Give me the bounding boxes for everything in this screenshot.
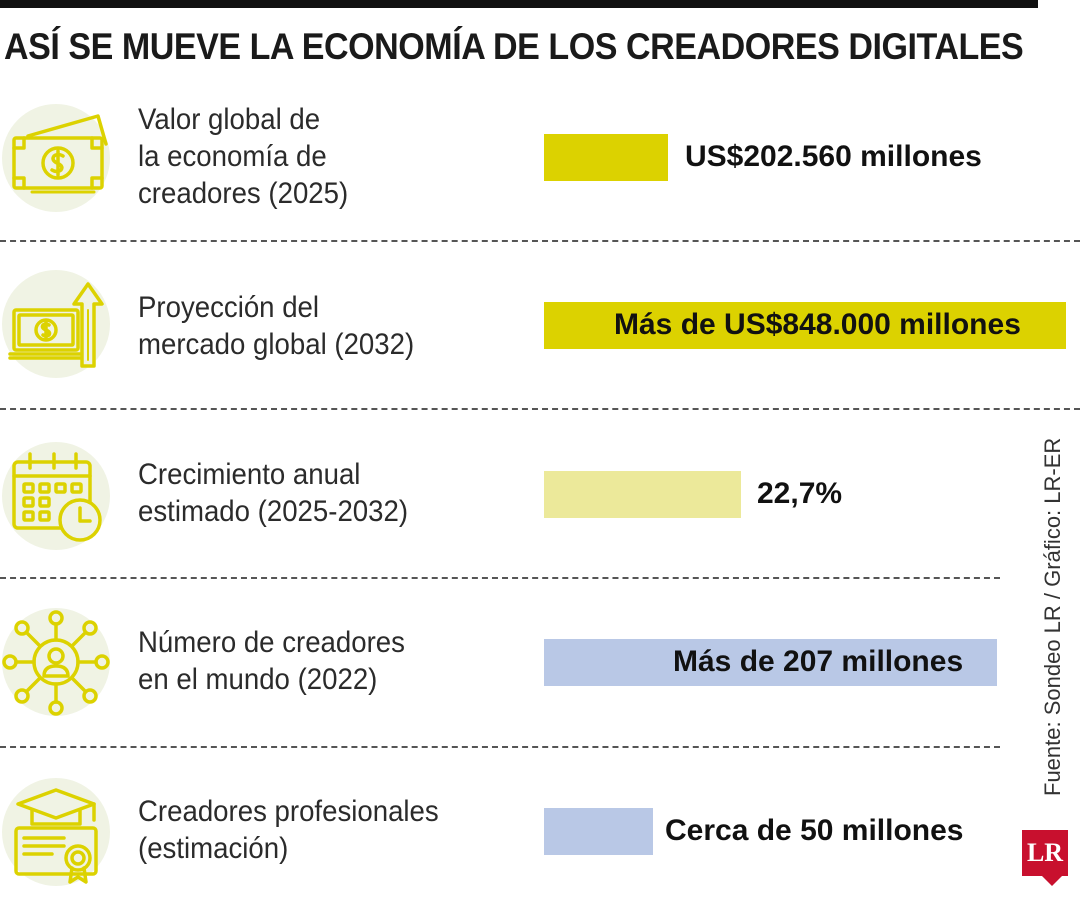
row-2-bar bbox=[544, 302, 1066, 349]
row-5-label: Creadores profesionales (estimación) bbox=[138, 795, 439, 865]
divider-2 bbox=[0, 408, 1080, 410]
row-2-label: Proyección del mercado global (2032) bbox=[138, 291, 415, 361]
row-3-label: Crecimiento anual estimado (2025-2032) bbox=[138, 458, 409, 528]
divider-1 bbox=[0, 240, 1080, 242]
row-5-value: Cerca de 50 millones bbox=[665, 814, 964, 847]
lr-logo: LR bbox=[1022, 830, 1068, 876]
row-4-label: Número de creadores en el mundo (2022) bbox=[138, 626, 405, 696]
top-rule bbox=[0, 0, 1038, 8]
network-person-icon bbox=[2, 608, 110, 716]
row-2-value: Más de US$848.000 millones bbox=[614, 308, 1021, 341]
row-4-value: Más de 207 millones bbox=[673, 645, 964, 678]
divider-3 bbox=[0, 577, 1000, 579]
graduation-certificate-icon bbox=[2, 778, 110, 886]
row-5-bar bbox=[544, 808, 653, 855]
row-1-value: US$202.560 millones bbox=[685, 140, 982, 173]
row-3-bar bbox=[544, 471, 741, 518]
divider-4 bbox=[0, 746, 1000, 748]
calendar-clock-icon bbox=[2, 442, 110, 550]
money-bill-icon bbox=[2, 104, 110, 212]
source-note: Fuente: Sondeo LR / Gráfico: LR-ER bbox=[1040, 437, 1065, 796]
lr-logo-tail bbox=[1042, 876, 1062, 886]
money-growth-icon bbox=[2, 270, 110, 378]
row-1-bar bbox=[544, 134, 668, 181]
chart-title: ASÍ SE MUEVE LA ECONOMÍA DE LOS CREADORE… bbox=[4, 26, 1024, 67]
row-4-bar bbox=[544, 639, 997, 686]
row-1-label: Valor global de la economía de creadores… bbox=[138, 103, 349, 210]
row-3-value: 22,7% bbox=[757, 477, 843, 510]
